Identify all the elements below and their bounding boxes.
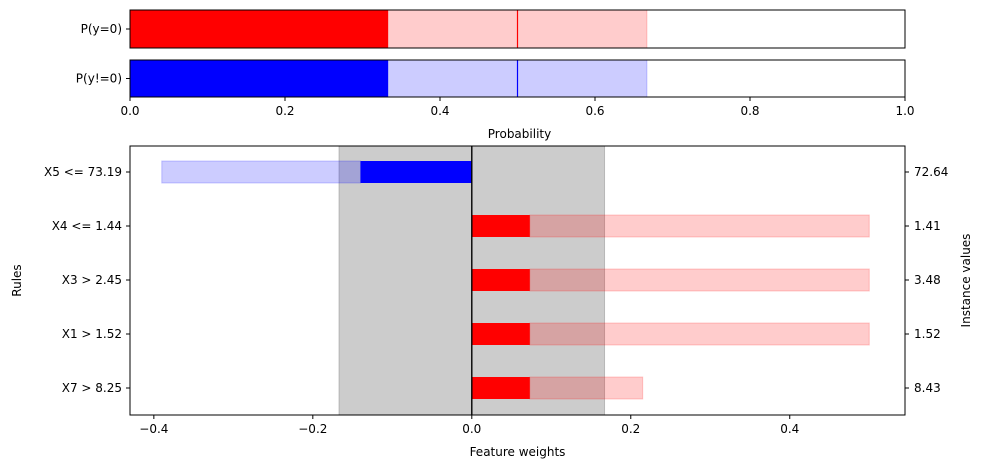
- x-tick-label: 0.8: [740, 104, 759, 118]
- probability-category-label: P(y!=0): [76, 72, 122, 86]
- x-tick-label: −0.2: [298, 422, 327, 436]
- x-tick-label: 0.4: [430, 104, 449, 118]
- y-axis-label-right: Instance values: [959, 234, 973, 328]
- feature-weight-bar: [360, 161, 472, 183]
- instance-value-label: 1.41: [914, 219, 941, 233]
- y-axis-label: Rules: [10, 264, 24, 296]
- feature-weight-bar: [471, 269, 530, 291]
- feature-weight-interval-bar: [529, 322, 870, 346]
- x-tick-label: 1.0: [895, 104, 914, 118]
- x-tick-label: 0.6: [585, 104, 604, 118]
- x-tick-label: 0.2: [275, 104, 294, 118]
- rule-label: X5 <= 73.19: [44, 165, 122, 179]
- probability-bar: [130, 10, 389, 48]
- feature-weight-bar: [471, 377, 530, 399]
- rule-label: X1 > 1.52: [62, 327, 122, 341]
- instance-value-label: 8.43: [914, 381, 941, 395]
- feature-weight-interval-bar: [529, 214, 870, 238]
- rule-label: X3 > 2.45: [62, 273, 122, 287]
- feature-weight-bar: [471, 215, 530, 237]
- feature-weights-chart: X5 <= 73.19 72.64 X4 <= 1.44 1.41 X3 > 2.45 3…: [10, 145, 973, 459]
- x-tick-label: 0.0: [462, 422, 481, 436]
- instance-value-label: 1.52: [914, 327, 941, 341]
- feature-weight-bar: [471, 323, 530, 345]
- feature-weight-interval-bar: [161, 160, 362, 184]
- feature-weight-interval-bar: [529, 376, 644, 400]
- rule-label: X7 > 8.25: [62, 381, 122, 395]
- probability-bar: [130, 60, 389, 97]
- probability-category-label: P(y=0): [81, 22, 122, 36]
- x-axis-label: Feature weights: [470, 445, 566, 459]
- probability-chart: P(y=0) P(y!=0) 0.0 0.2 0.4 0.6 0.8 1.0 Probabili…: [76, 9, 915, 141]
- weights-plot-frame: [129, 145, 906, 416]
- x-tick-label: 0.2: [621, 422, 640, 436]
- x-tick-label: 0.0: [120, 104, 139, 118]
- instance-value-label: 3.48: [914, 273, 941, 287]
- instance-value-label: 72.64: [914, 165, 948, 179]
- x-axis-label: Probability: [488, 127, 551, 141]
- rule-label: X4 <= 1.44: [52, 219, 122, 233]
- x-tick-label: 0.4: [780, 422, 799, 436]
- x-tick-label: −0.4: [139, 422, 168, 436]
- feature-weight-interval-bar: [529, 268, 870, 292]
